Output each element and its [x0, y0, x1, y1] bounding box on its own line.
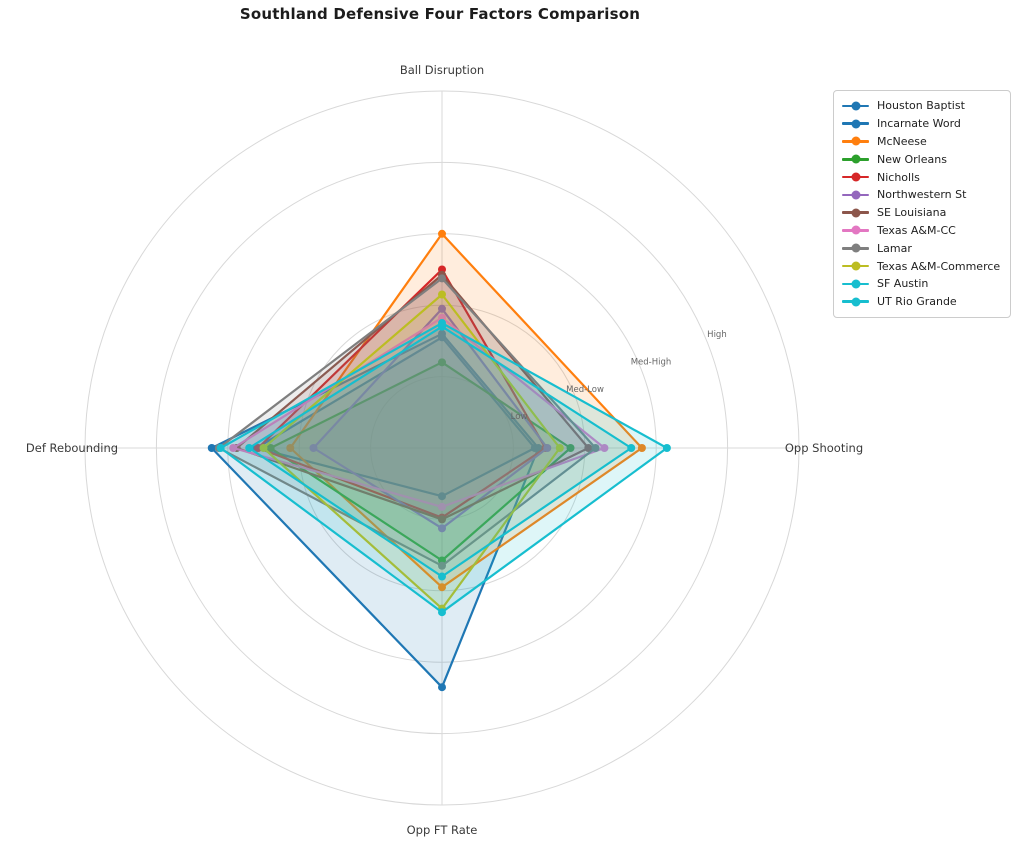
data-point-incarnate-word-opp-shooting — [530, 444, 539, 452]
data-point-lamar-opp-shooting — [591, 444, 600, 452]
legend-dot-icon — [851, 279, 860, 289]
legend-marker-icon — [842, 279, 869, 289]
legend-label: Texas A&M-Commerce — [877, 259, 1001, 273]
legend-item-mcneese: McNeese — [842, 133, 1000, 151]
axis-label-ball-disruption: Ball Disruption — [400, 63, 484, 77]
legend-item-northwestern-st: Northwestern St — [842, 186, 1000, 204]
legend-item-texas-a-m-commerce: Texas A&M-Commerce — [842, 257, 1000, 275]
legend-marker-icon — [842, 172, 869, 182]
legend-dot-icon — [851, 208, 860, 218]
data-point-mcneese-def-rebounding — [286, 444, 295, 452]
legend-item-nicholls: Nicholls — [842, 168, 1000, 186]
legend-label: Houston Baptist — [877, 99, 965, 113]
data-point-se-louisiana-opp-ft-rate — [438, 515, 446, 524]
data-point-sf-austin-opp-shooting — [627, 444, 636, 452]
legend-label: Lamar — [877, 241, 912, 255]
data-point-houston-baptist-def-rebounding — [207, 444, 216, 452]
radial-tick-label-low: Low — [511, 412, 528, 422]
data-point-ut-rio-grande-def-rebounding — [216, 444, 225, 452]
radial-tick-label-high: High — [707, 330, 727, 340]
data-point-houston-baptist-opp-ft-rate — [438, 683, 446, 692]
legend-label: SF Austin — [877, 277, 929, 291]
legend-dot-icon — [851, 172, 860, 182]
legend-dot-icon — [851, 190, 860, 200]
legend-marker-icon — [842, 261, 869, 271]
legend-label: Texas A&M-CC — [877, 223, 956, 237]
legend-item-lamar: Lamar — [842, 239, 1000, 257]
legend-item-texas-a-m-cc: Texas A&M-CC — [842, 222, 1000, 240]
legend: Houston Baptist Incarnate Word McNeese New … — [833, 90, 1012, 318]
legend-marker-icon — [842, 190, 869, 200]
legend-item-new-orleans: New Orleans — [842, 150, 1000, 168]
data-point-sf-austin-def-rebounding — [245, 444, 254, 452]
data-point-incarnate-word-ball-disruption — [438, 333, 446, 342]
legend-dot-icon — [851, 136, 860, 146]
legend-dot-icon — [851, 261, 860, 271]
data-point-texas-a-m-cc-opp-ft-rate — [438, 502, 446, 511]
legend-label: Northwestern St — [877, 188, 967, 202]
data-point-texas-a-m-commerce-def-rebounding — [259, 444, 268, 452]
data-point-mcneese-opp-shooting — [637, 444, 646, 452]
legend-marker-icon — [842, 225, 869, 235]
legend-marker-icon — [842, 154, 869, 164]
legend-dot-icon — [851, 119, 860, 129]
data-point-ut-rio-grande-ball-disruption — [438, 319, 446, 328]
legend-marker-icon — [842, 101, 869, 111]
legend-label: McNeese — [877, 134, 927, 148]
data-point-northwestern-st-ball-disruption — [438, 304, 446, 313]
legend-dot-icon — [851, 154, 860, 164]
legend-item-incarnate-word: Incarnate Word — [842, 115, 1000, 133]
data-point-texas-a-m-cc-opp-shooting — [600, 444, 609, 452]
data-point-northwestern-st-opp-ft-rate — [438, 524, 446, 533]
legend-marker-icon — [842, 243, 869, 253]
axis-label-def-rebounding: Def Rebounding — [26, 441, 118, 455]
legend-label: SE Louisiana — [877, 206, 947, 220]
axis-label-opp-shooting: Opp Shooting — [785, 441, 863, 455]
legend-marker-icon — [842, 119, 869, 129]
legend-dot-icon — [851, 243, 860, 253]
data-point-texas-a-m-cc-def-rebounding — [229, 444, 238, 452]
data-point-ut-rio-grande-opp-shooting — [662, 444, 671, 452]
data-point-incarnate-word-opp-ft-rate — [438, 492, 446, 501]
legend-item-se-louisiana: SE Louisiana — [842, 204, 1000, 222]
data-point-mcneese-ball-disruption — [438, 229, 446, 238]
legend-label: Nicholls — [877, 170, 920, 184]
data-point-mcneese-opp-ft-rate — [438, 583, 446, 592]
legend-marker-icon — [842, 136, 869, 146]
legend-dot-icon — [851, 297, 860, 307]
axis-label-opp-ft-rate: Opp FT Rate — [407, 823, 478, 837]
radial-tick-label-med-low: Med-Low — [566, 385, 604, 395]
legend-dot-icon — [851, 101, 860, 111]
data-point-lamar-ball-disruption — [438, 274, 446, 283]
data-point-texas-a-m-commerce-ball-disruption — [438, 290, 446, 299]
legend-dot-icon — [851, 225, 860, 235]
legend-item-sf-austin: SF Austin — [842, 275, 1000, 293]
legend-marker-icon — [842, 208, 869, 218]
legend-item-ut-rio-grande: UT Rio Grande — [842, 293, 1000, 311]
data-point-sf-austin-opp-ft-rate — [438, 572, 446, 581]
legend-marker-icon — [842, 297, 869, 307]
radar-polygon-ut-rio-grande — [219, 322, 668, 614]
legend-item-houston-baptist: Houston Baptist — [842, 97, 1000, 115]
data-point-northwestern-st-opp-shooting — [543, 444, 552, 452]
legend-label: New Orleans — [877, 152, 947, 166]
data-point-new-orleans-def-rebounding — [266, 444, 275, 452]
legend-label: Incarnate Word — [877, 117, 961, 131]
data-point-se-louisiana-opp-shooting — [584, 444, 593, 452]
data-point-lamar-opp-ft-rate — [438, 561, 446, 570]
data-point-new-orleans-opp-shooting — [566, 444, 575, 452]
data-point-new-orleans-ball-disruption — [438, 358, 446, 367]
data-point-northwestern-st-def-rebounding — [309, 444, 318, 452]
data-point-ut-rio-grande-opp-ft-rate — [438, 608, 446, 617]
radial-tick-label-med-high: Med-High — [631, 357, 672, 367]
chart-title: Southland Defensive Four Factors Compari… — [239, 5, 641, 23]
data-point-texas-a-m-commerce-opp-shooting — [555, 444, 564, 452]
legend-label: UT Rio Grande — [877, 295, 957, 309]
